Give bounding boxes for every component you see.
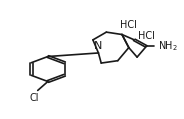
Text: N: N	[94, 41, 103, 51]
Text: Cl: Cl	[29, 93, 39, 103]
Text: HCl: HCl	[120, 20, 137, 30]
Text: HCl: HCl	[138, 31, 155, 41]
Text: NH$_2$: NH$_2$	[158, 40, 178, 53]
